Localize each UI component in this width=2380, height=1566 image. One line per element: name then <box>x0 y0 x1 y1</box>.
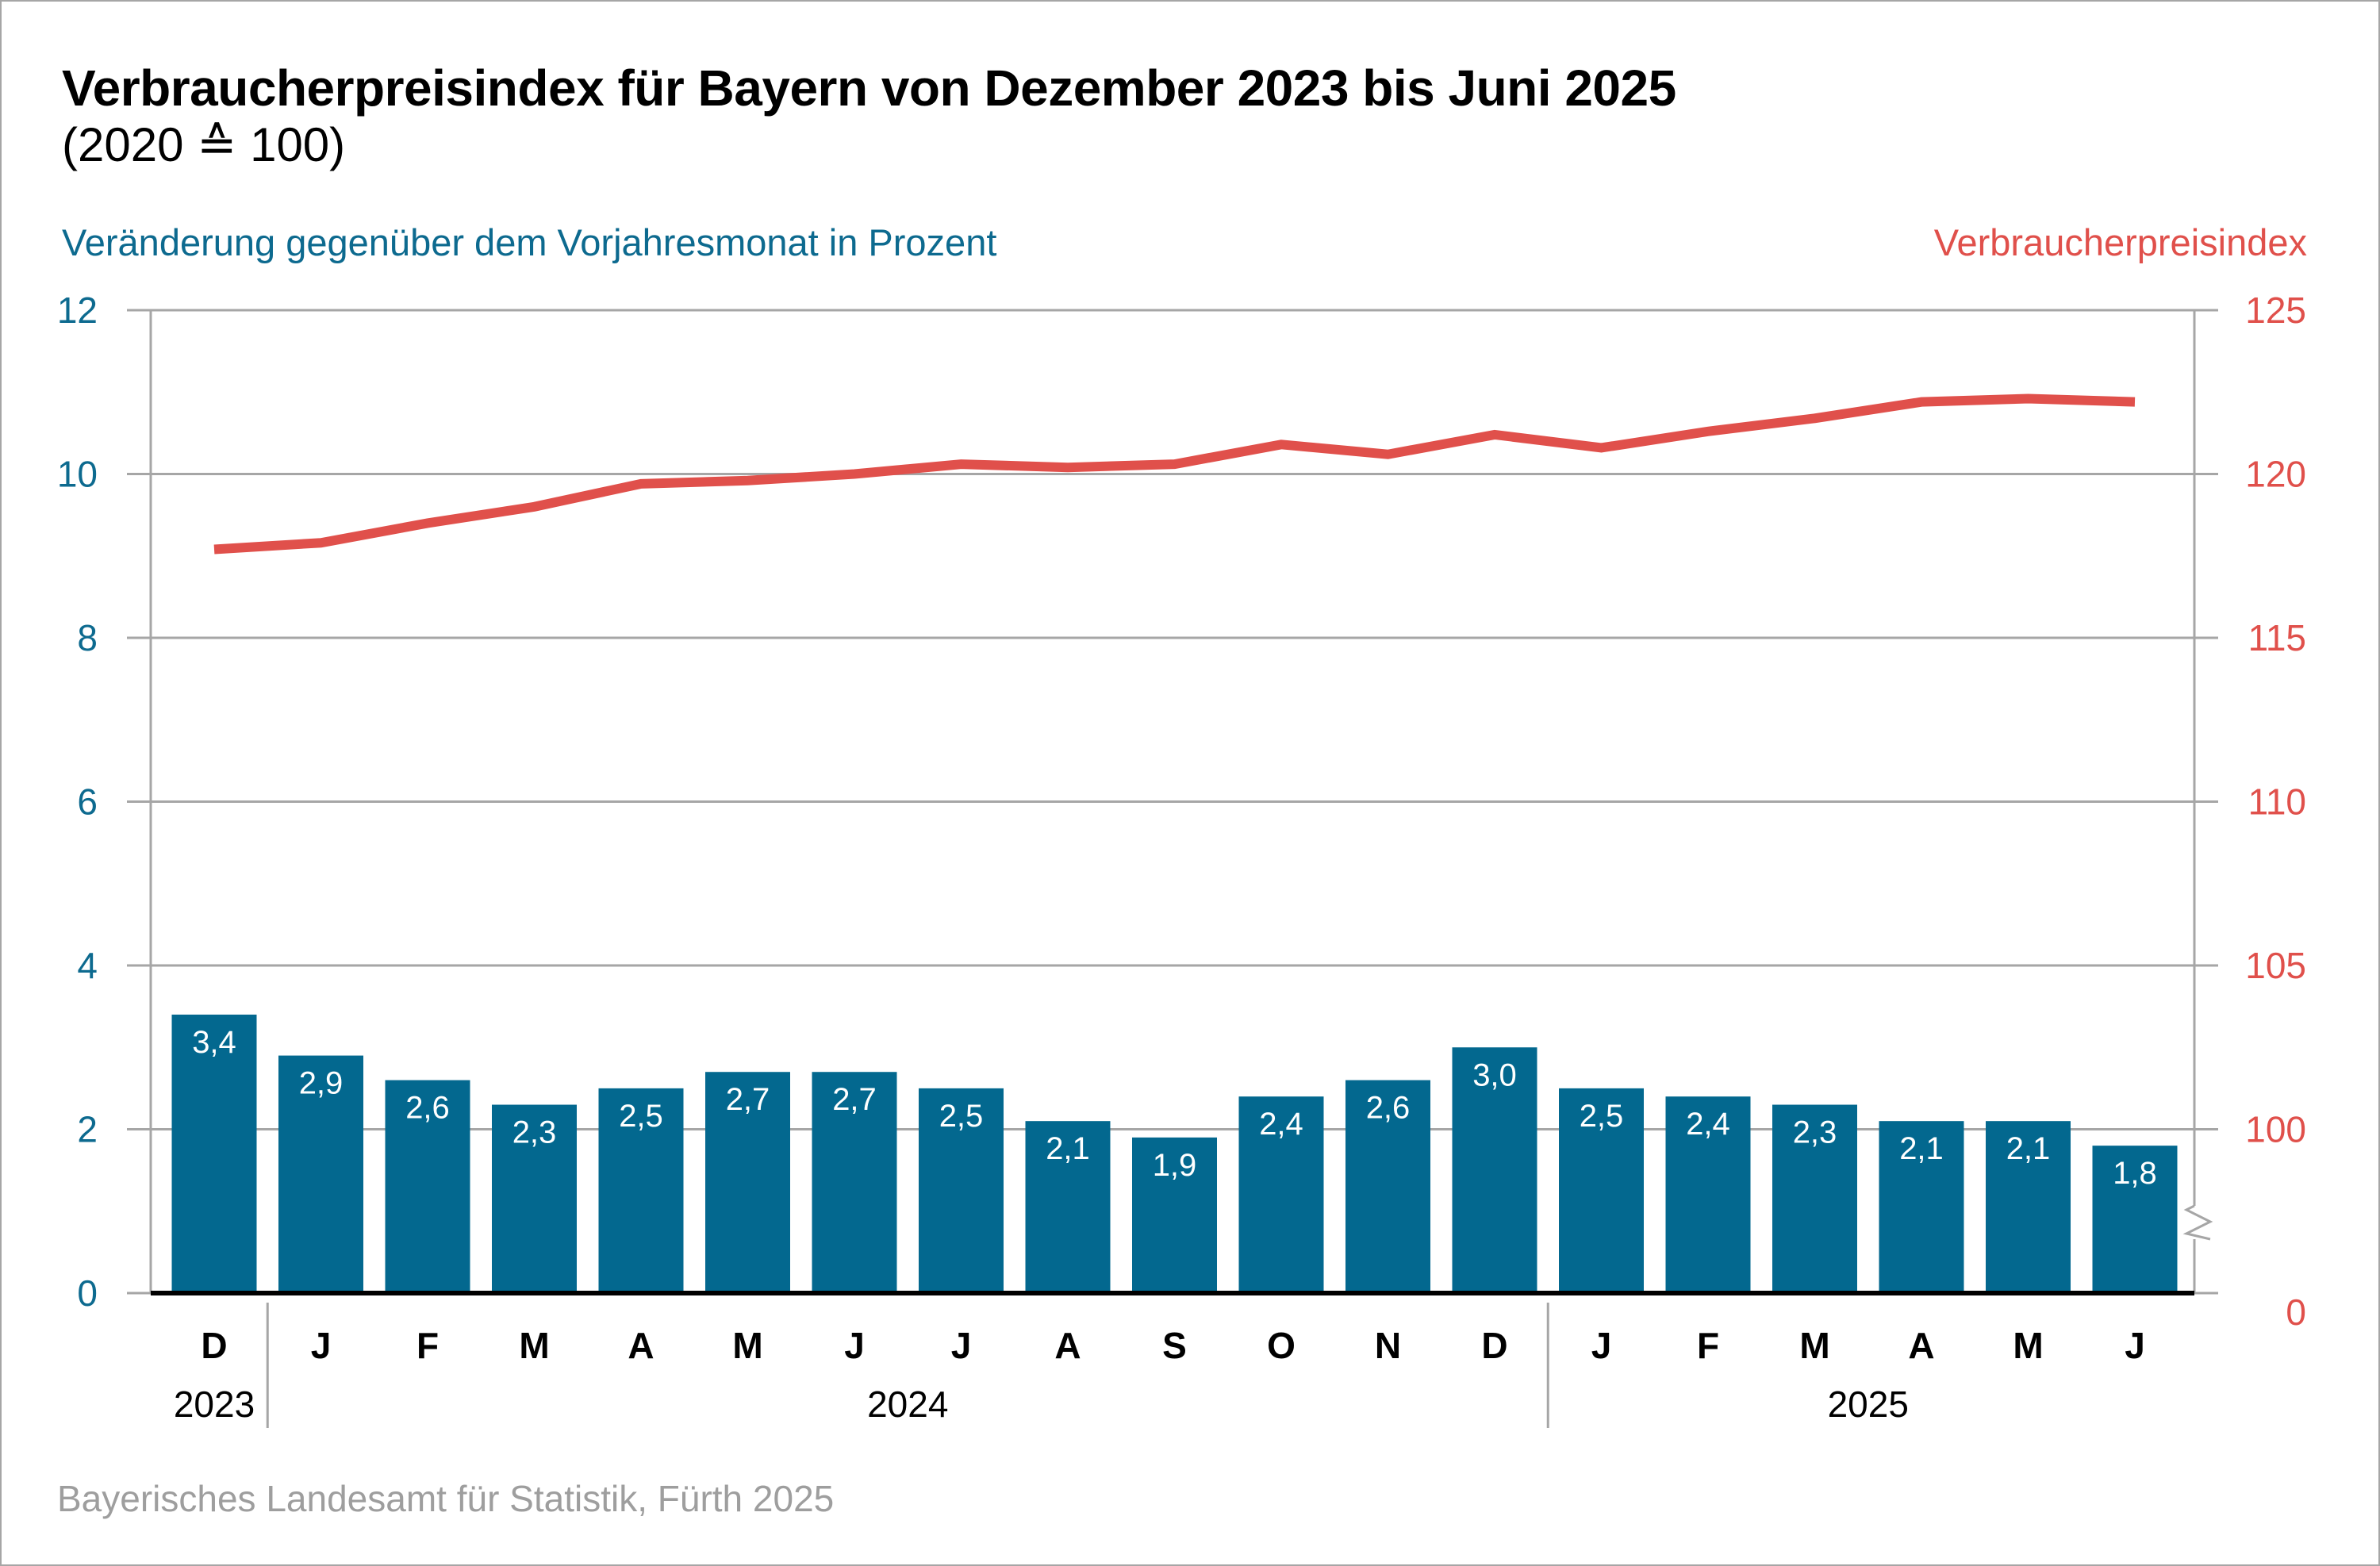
bar <box>812 1072 897 1293</box>
bar-value-label: 2,5 <box>1580 1099 1624 1134</box>
month-label: M <box>519 1325 549 1366</box>
bar-value-label: 2,3 <box>512 1115 557 1150</box>
bar <box>492 1104 577 1293</box>
month-label: J <box>311 1325 332 1366</box>
year-label: 2023 <box>174 1384 255 1425</box>
left-tick-label: 6 <box>77 781 98 823</box>
bar-value-label: 2,7 <box>832 1082 877 1117</box>
year-label: 2024 <box>867 1384 948 1425</box>
bar-value-label: 2,5 <box>939 1099 984 1134</box>
bar <box>1345 1080 1430 1293</box>
bar <box>1986 1121 2071 1293</box>
right-tick-label: 105 <box>2245 945 2306 986</box>
right-tick-label: 0 <box>2286 1292 2306 1333</box>
bar <box>705 1072 790 1293</box>
bar-value-label: 3,4 <box>192 1025 236 1060</box>
bar-value-label: 2,6 <box>405 1091 450 1126</box>
month-label: N <box>1375 1325 1401 1366</box>
month-label: M <box>732 1325 762 1366</box>
bar <box>1559 1088 1644 1293</box>
month-label: A <box>1054 1325 1081 1366</box>
right-axis-title: Verbraucherpreisindex <box>1933 221 2307 263</box>
month-label: J <box>2125 1325 2145 1366</box>
bar <box>1772 1104 1857 1293</box>
month-label: J <box>951 1325 972 1366</box>
month-label: J <box>844 1325 865 1366</box>
bar <box>1238 1096 1324 1293</box>
bar-value-label: 1,8 <box>2113 1156 2157 1191</box>
bar-value-label: 1,9 <box>1153 1148 1197 1183</box>
month-label: D <box>201 1325 227 1366</box>
bar <box>278 1055 363 1293</box>
month-label: M <box>1799 1325 1829 1366</box>
left-tick-label: 12 <box>57 290 98 331</box>
month-label: A <box>628 1325 654 1366</box>
right-tick-label: 110 <box>2248 781 2306 823</box>
axis-break-icon <box>2182 1204 2213 1241</box>
bar-value-label: 2,1 <box>2006 1131 2051 1166</box>
bar <box>919 1088 1004 1293</box>
bar-value-label: 2,1 <box>1046 1131 1090 1166</box>
bar-value-label: 2,9 <box>299 1066 344 1101</box>
left-tick-label: 2 <box>77 1109 98 1150</box>
left-tick-label: 4 <box>77 945 98 986</box>
bar <box>171 1014 257 1293</box>
bar-value-label: 2,6 <box>1366 1091 1411 1126</box>
right-tick-label: 115 <box>2248 617 2306 658</box>
bar <box>1452 1047 1537 1293</box>
left-tick-label: 0 <box>77 1272 98 1314</box>
month-label: O <box>1267 1325 1296 1366</box>
month-label: D <box>1481 1325 1507 1366</box>
bar <box>598 1088 684 1293</box>
chart-title: Verbraucherpreisindex für Bayern von Dez… <box>62 59 1676 117</box>
gridlines <box>127 309 2218 1295</box>
bar <box>1665 1096 1751 1293</box>
month-label: M <box>2013 1325 2043 1366</box>
bar-value-label: 2,7 <box>726 1082 770 1117</box>
year-label: 2025 <box>1828 1384 1909 1425</box>
axes <box>149 310 2213 1428</box>
month-label: J <box>1591 1325 1612 1366</box>
source-note: Bayerisches Landesamt für Statistik, Für… <box>57 1478 835 1519</box>
bar-value-label: 2,5 <box>619 1099 663 1134</box>
line-series <box>213 393 2136 555</box>
bar <box>1132 1137 1217 1293</box>
left-tick-label: 8 <box>77 617 98 658</box>
bar <box>1025 1121 1111 1293</box>
bar <box>2092 1146 2178 1293</box>
bar-value-label: 2,4 <box>1686 1107 1730 1142</box>
bar-value-label: 2,3 <box>1793 1115 1837 1150</box>
right-tick-label: 120 <box>2245 454 2306 495</box>
bar-series: 3,4 2,9 2,6 2,3 2,5 2,7 2,7 2,5 2,1 1,9 2,4 2,6 3,0 2… <box>171 1014 2178 1293</box>
bar <box>1879 1121 1964 1293</box>
right-tick-label: 125 <box>2245 290 2306 331</box>
month-label: A <box>1908 1325 1934 1366</box>
left-tick-label: 10 <box>57 454 98 495</box>
bar-value-label: 3,0 <box>1472 1057 1517 1092</box>
bar-value-label: 2,4 <box>1259 1107 1303 1142</box>
right-tick-label: 100 <box>2245 1109 2306 1150</box>
bar-value-label: 2,1 <box>1899 1131 1944 1166</box>
month-label: F <box>416 1325 439 1366</box>
month-label: F <box>1697 1325 1719 1366</box>
bar <box>385 1080 470 1293</box>
left-axis-title: Veränderung gegenüber dem Vorjahresmonat… <box>62 221 997 263</box>
month-label: S <box>1162 1325 1187 1366</box>
chart-subtitle: (2020 ≙ 100) <box>62 118 346 171</box>
